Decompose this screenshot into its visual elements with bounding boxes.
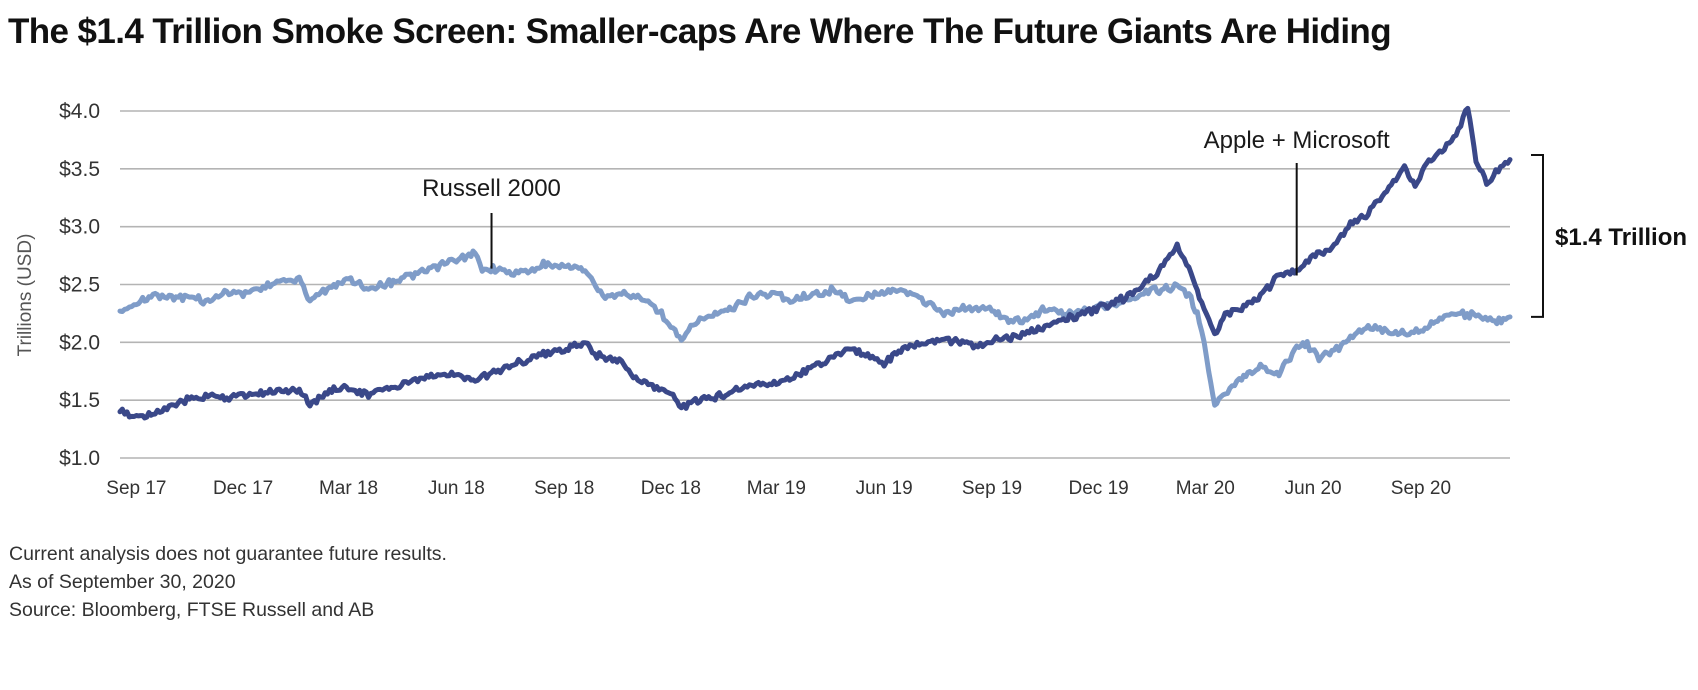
bracket-line <box>1531 153 1544 318</box>
series-lines <box>117 105 1513 421</box>
footnotes: Current analysis does not guarantee futu… <box>9 540 447 624</box>
series-line-russell-2000 <box>117 248 1513 408</box>
footnote-disclaimer: Current analysis does not guarantee futu… <box>9 543 447 565</box>
y-tick-label: $3.0 <box>59 216 100 239</box>
y-tick-label: $1.5 <box>59 389 100 412</box>
y-tick-label: $2.5 <box>59 274 100 297</box>
difference-bracket: $1.4 Trillion <box>1531 153 1687 318</box>
x-tick-label: Dec 17 <box>213 478 273 499</box>
x-tick-label: Jun 18 <box>428 478 485 499</box>
footnote-as-of-date: As of September 30, 2020 <box>9 571 236 593</box>
y-tick-label: $4.0 <box>59 100 100 123</box>
footnote-source: Source: Bloomberg, FTSE Russell and AB <box>9 599 375 621</box>
annotation-label-apple-microsoft: Apple + Microsoft <box>1204 127 1390 154</box>
y-axis-title: Trillions (USD) <box>15 234 36 357</box>
y-tick-label: $3.5 <box>59 158 100 181</box>
y-tick-label: $2.0 <box>59 331 100 354</box>
x-tick-label: Sep 20 <box>1391 478 1451 499</box>
bracket-label: $1.4 Trillion <box>1555 224 1687 251</box>
x-axis-ticks: Sep 17 Dec 17 Mar 18 Jun 18 Sep 18 Dec 18 Mar … <box>106 478 1451 499</box>
gridlines <box>120 110 1510 459</box>
annotation-label-russell-2000: Russell 2000 <box>422 175 561 202</box>
x-tick-label: Sep 17 <box>106 478 166 499</box>
x-tick-label: Jun 20 <box>1285 478 1342 499</box>
x-tick-label: Sep 19 <box>962 478 1022 499</box>
x-tick-label: Sep 18 <box>534 478 594 499</box>
x-tick-label: Dec 18 <box>641 478 701 499</box>
chart-title: The $1.4 Trillion Smoke Screen: Smaller-… <box>8 12 1392 51</box>
series-line-apple-microsoft <box>117 105 1513 421</box>
annotations: Russell 2000 Apple + Microsoft <box>422 127 1390 276</box>
x-tick-label: Mar 20 <box>1176 478 1235 499</box>
x-tick-label: Mar 18 <box>319 478 378 499</box>
x-tick-label: Dec 19 <box>1069 478 1129 499</box>
y-axis-ticks: $4.0 $3.5 $3.0 $2.5 $2.0 $1.5 $1.0 <box>59 100 100 470</box>
x-tick-label: Mar 19 <box>747 478 806 499</box>
y-tick-label: $1.0 <box>59 447 100 470</box>
x-tick-label: Jun 19 <box>856 478 913 499</box>
